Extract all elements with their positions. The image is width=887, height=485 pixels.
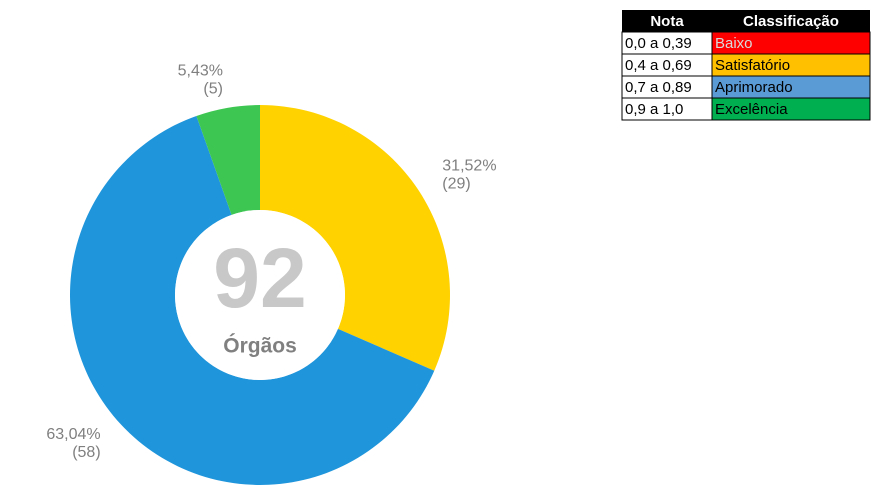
table-cell-text: Baixo xyxy=(715,35,753,52)
donut-segment xyxy=(70,115,435,485)
donut-segment xyxy=(196,105,260,215)
donut-hole xyxy=(175,210,345,380)
table-cell-text: 0,7 a 0,89 xyxy=(625,79,692,96)
value-label: 63,04% xyxy=(46,426,100,443)
table-cell-text: Excelência xyxy=(715,101,788,118)
count-label: (29) xyxy=(442,176,470,193)
table-cell-text: Aprimorado xyxy=(715,79,793,96)
table-cell-text: 0,0 a 0,39 xyxy=(625,35,692,52)
table-cell-text: 0,4 a 0,69 xyxy=(625,57,692,74)
table-cell-colored xyxy=(711,97,871,121)
table-header-bg xyxy=(622,10,870,32)
value-label: 31,52% xyxy=(442,158,496,175)
table-header: Classificação xyxy=(743,13,839,30)
table-cell-text: 0,9 a 1,0 xyxy=(625,101,683,118)
value-label: 5,43% xyxy=(178,62,223,79)
count-label: (58) xyxy=(72,444,100,461)
center-value: 92 xyxy=(213,231,306,325)
table-cell-text: Satisfatório xyxy=(715,57,790,74)
center-label: Órgãos xyxy=(223,334,297,358)
table-header: Nota xyxy=(650,13,684,30)
donut-segment xyxy=(260,105,450,371)
count-label: (5) xyxy=(203,80,223,97)
